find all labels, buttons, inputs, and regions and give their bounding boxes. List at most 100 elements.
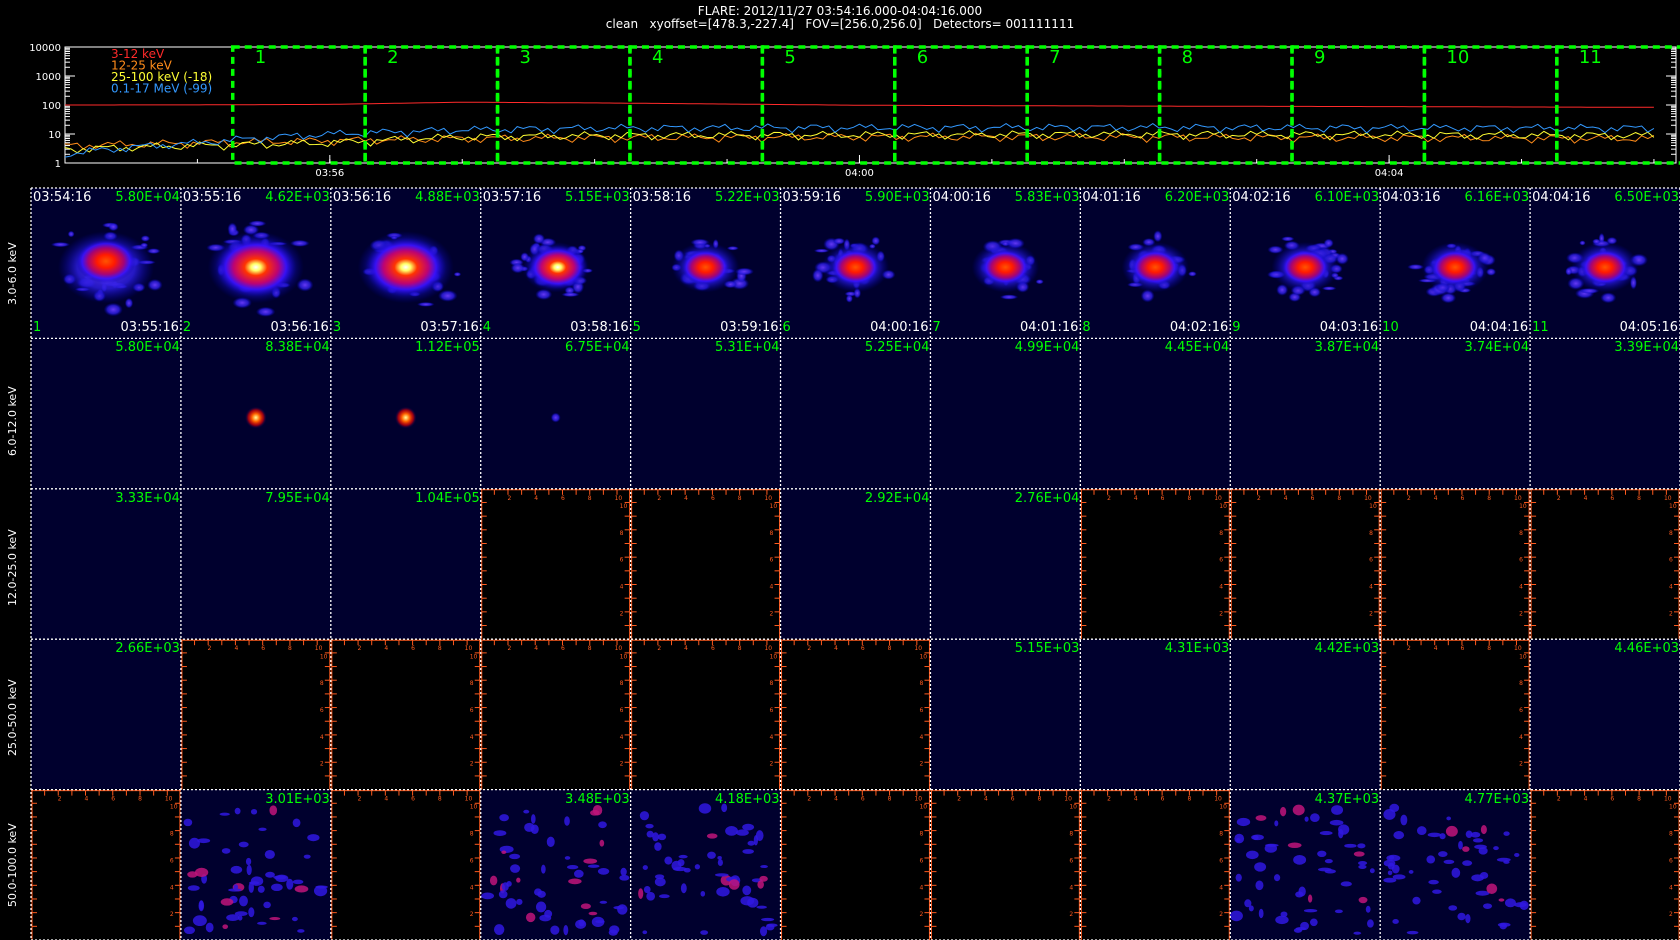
image-tile xyxy=(1229,789,1381,940)
noise-speck xyxy=(1280,806,1287,817)
empty-axis-label: 6 xyxy=(1610,796,1614,803)
tile-start-time: 03:58:16 xyxy=(632,190,692,205)
noise-speck xyxy=(258,827,267,832)
noise-speck xyxy=(493,924,505,935)
image-tile xyxy=(1080,338,1231,489)
empty-tile-bg xyxy=(1530,488,1680,640)
noise-speck xyxy=(564,816,570,826)
noise-speck xyxy=(721,803,728,813)
tile-peak-value: 3.48E+03 xyxy=(565,791,630,807)
tile-peak-value: 8.38E+04 xyxy=(265,340,330,356)
noise-speck xyxy=(1338,824,1350,835)
empty-axis-label: 6 xyxy=(711,495,715,502)
empty-tile-bg xyxy=(480,488,631,640)
noise-speck xyxy=(516,877,521,883)
empty-axis-label: 2 xyxy=(470,761,474,768)
noise-speck xyxy=(1275,915,1289,925)
noise-speck xyxy=(1472,838,1484,843)
series-line xyxy=(65,101,1654,108)
noise-speck xyxy=(1462,860,1473,866)
empty-axis-label: 2 xyxy=(1407,645,1411,652)
tile-bg xyxy=(780,338,931,489)
empty-axis-label: 4 xyxy=(770,583,774,590)
empty-axis-label: 10 xyxy=(1664,495,1672,502)
noise-speck xyxy=(257,921,267,925)
empty-axis-label: 10 xyxy=(1219,503,1227,510)
image-tile xyxy=(480,338,631,489)
noise-speck xyxy=(1451,867,1461,878)
image-tile xyxy=(180,188,331,339)
noise-speck xyxy=(664,856,673,865)
noise-speck xyxy=(759,926,768,937)
noise-speck xyxy=(740,896,755,906)
flare-source xyxy=(1431,249,1480,285)
tile-start-time: 04:02:16 xyxy=(1232,190,1291,205)
tile-bg xyxy=(930,338,1081,489)
interval-box xyxy=(1290,45,1427,165)
tile-index: 2 xyxy=(182,320,192,336)
noise-speck xyxy=(707,851,716,859)
noise-speck xyxy=(1255,815,1267,821)
empty-axis-label: 10 xyxy=(315,645,323,652)
emission-blob xyxy=(845,294,853,303)
noise-speck xyxy=(222,924,229,930)
empty-axis-label: 10 xyxy=(914,796,922,803)
empty-axis-label: 10 xyxy=(1069,804,1077,811)
tile-bg xyxy=(180,789,331,940)
emission-blob xyxy=(1600,292,1617,304)
noise-speck xyxy=(269,805,278,816)
tile-peak-value: 5.15E+03 xyxy=(1014,641,1080,657)
noise-speck xyxy=(1486,883,1498,894)
legend-entry: 0.1-17 MeV (-99) xyxy=(111,82,212,96)
noise-speck xyxy=(680,883,687,894)
empty-axis-label: 8 xyxy=(1187,796,1191,803)
noise-speck xyxy=(716,886,730,897)
empty-axis-label: 2 xyxy=(358,645,362,652)
image-tile xyxy=(780,188,931,339)
empty-axis-label: 10 xyxy=(465,645,473,652)
empty-axis-label: 6 xyxy=(470,707,474,714)
emission-blob xyxy=(140,235,151,242)
flare-source xyxy=(1131,249,1180,285)
noise-speck xyxy=(563,924,569,936)
noise-speck xyxy=(307,834,320,842)
legend-entry: 25-100 keV (-18) xyxy=(111,70,212,84)
noise-speck xyxy=(183,818,193,827)
empty-axis-label: 8 xyxy=(1219,831,1223,838)
emission-blob xyxy=(67,230,75,238)
noise-speck xyxy=(286,878,294,890)
image-tile xyxy=(1230,338,1381,489)
noise-speck xyxy=(646,830,654,838)
noise-speck xyxy=(1367,919,1374,928)
noise-speck xyxy=(1475,890,1490,896)
tile-bg xyxy=(1380,789,1531,940)
empty-axis-label: 10 xyxy=(620,503,628,510)
empty-axis-label: 8 xyxy=(470,680,474,687)
empty-axis-label: 10 xyxy=(1514,645,1522,652)
noise-speck xyxy=(714,873,729,877)
tile-peak-value: 4.46E+03 xyxy=(1614,641,1679,657)
empty-axis-label: 6 xyxy=(1219,857,1223,864)
noise-speck xyxy=(1255,880,1264,891)
tile-end-time: 04:01:16 xyxy=(1019,320,1079,336)
empty-axis-label: 8 xyxy=(1337,495,1341,502)
noise-speck xyxy=(638,888,644,899)
noise-speck xyxy=(598,821,607,829)
tile-bg xyxy=(330,488,481,640)
noise-speck xyxy=(303,854,311,859)
tile-index: 9 xyxy=(1232,320,1241,336)
tile-bg xyxy=(480,789,631,940)
noise-speck xyxy=(291,916,298,922)
image-tile xyxy=(31,639,181,790)
interval-box xyxy=(1555,45,1680,165)
noise-speck xyxy=(583,858,598,864)
noise-speck xyxy=(516,898,523,905)
empty-axis-label: 4 xyxy=(1584,495,1588,502)
noise-speck xyxy=(1254,862,1267,872)
noise-speck xyxy=(192,915,207,927)
empty-axis-label: 2 xyxy=(1407,495,1411,502)
